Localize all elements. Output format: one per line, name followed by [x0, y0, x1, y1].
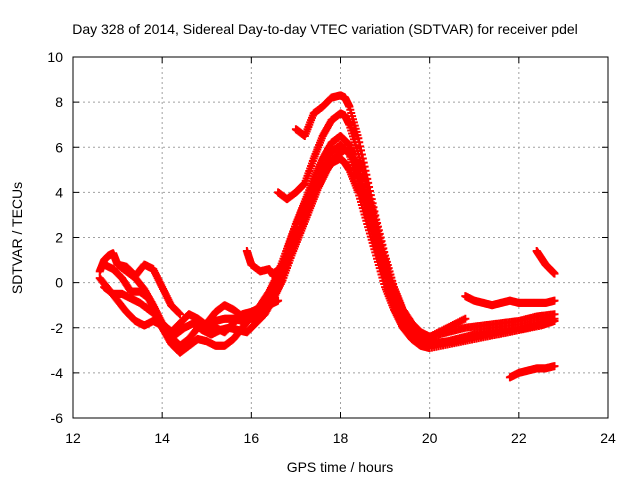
data-point — [550, 362, 559, 371]
y-tick-label: 10 — [47, 49, 63, 65]
x-tick-label: 22 — [511, 430, 527, 446]
y-axis-label: SDTVAR / TECUs — [9, 182, 25, 294]
y-tick-label: -6 — [51, 410, 64, 426]
data-point — [407, 319, 416, 328]
series-track-6 — [202, 296, 283, 328]
chart-title: Day 328 of 2014, Sidereal Day-to-day VTE… — [72, 21, 578, 37]
data-point — [461, 314, 470, 323]
series-track-7 — [242, 247, 291, 280]
data-point — [550, 316, 559, 325]
x-tick-label: 24 — [600, 430, 616, 446]
data-point — [176, 310, 184, 319]
y-tick-label: 8 — [55, 94, 63, 110]
x-tick-label: 14 — [154, 430, 170, 446]
series-track-5 — [113, 260, 184, 319]
y-tick-label: 4 — [55, 184, 63, 200]
y-tick-label: -2 — [51, 320, 64, 336]
data-point — [274, 296, 283, 305]
series-track-12 — [505, 362, 559, 382]
data-point — [550, 296, 559, 305]
series-track-11 — [532, 247, 559, 278]
y-tick-label: 0 — [55, 275, 63, 291]
data-point — [283, 260, 291, 269]
series-track-10 — [461, 292, 559, 310]
x-tick-label: 12 — [65, 430, 81, 446]
series-track-9 — [291, 91, 416, 328]
data-series — [95, 91, 559, 382]
x-tick-label: 20 — [422, 430, 438, 446]
x-tick-label: 16 — [244, 430, 260, 446]
y-tick-label: 6 — [55, 139, 63, 155]
x-tick-label: 18 — [333, 430, 349, 446]
data-point — [550, 310, 559, 319]
x-axis-label: GPS time / hours — [287, 459, 394, 475]
y-tick-label: 2 — [55, 230, 63, 246]
y-tick-label: -4 — [51, 365, 64, 381]
data-point — [550, 269, 559, 278]
